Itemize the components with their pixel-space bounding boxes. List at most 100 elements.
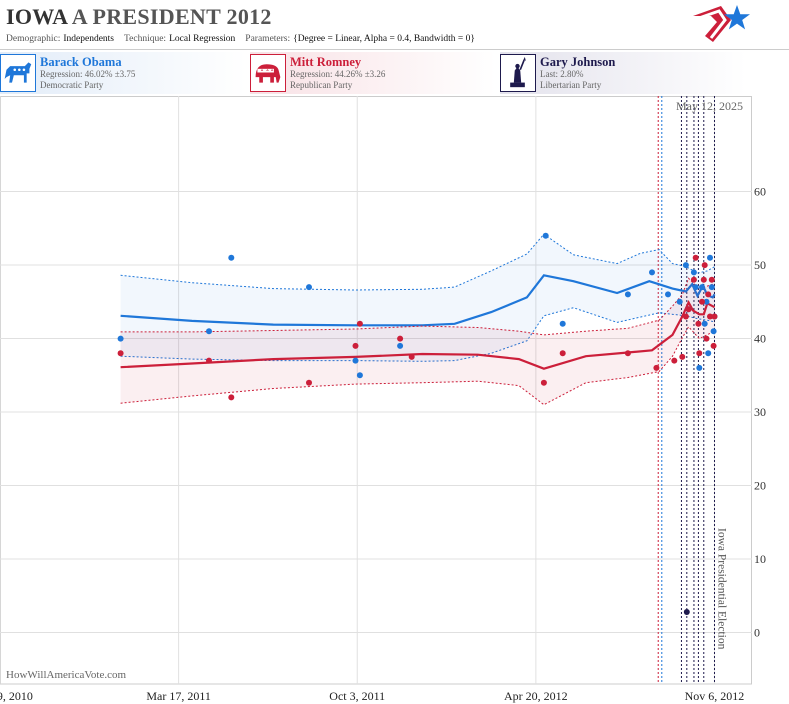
candidate-stat: Regression: 44.26% ±3.26 [290, 69, 386, 79]
poll-point [356, 320, 363, 327]
poll-point [699, 284, 705, 291]
title-race: A PRESIDENT [71, 4, 221, 29]
poll-point [624, 350, 631, 357]
poll-point [695, 320, 702, 327]
upper-bound-line [120, 233, 715, 291]
flag-star-logo-icon [693, 5, 750, 42]
x-tick-label: Oct 3, 2011 [329, 689, 385, 703]
poll-point [352, 342, 359, 349]
donkey-icon [0, 54, 36, 92]
x-tick-label: Nov 6, 2012 [685, 689, 745, 703]
poll-chart: 0 10 20 30 40 50 60 Aug 29, 2010 Mar 17, 2011 Oct… [0, 96, 766, 703]
lower-bound-line [120, 307, 715, 362]
candidate-party: Republican Party [290, 80, 353, 90]
candidate-name: Gary Johnson [540, 55, 616, 69]
poll-point [356, 372, 363, 379]
candidate-stat: Last: 2.80% [540, 69, 584, 79]
title-state: IOWA [6, 4, 68, 29]
y-tick-label: 30 [754, 405, 766, 419]
candidate-legend: Barack Obama Regression: 46.02% ±3.75 Demo… [0, 52, 789, 94]
x-tick-label: Aug 29, 2010 [0, 689, 33, 703]
y-tick-label: 50 [754, 258, 766, 272]
poll-point [685, 306, 692, 313]
y-tick-label: 10 [754, 552, 766, 566]
param-key: Technique: [124, 34, 167, 44]
poll-point [692, 284, 699, 291]
poll-point [710, 342, 717, 349]
x-tick-label: Apr 20, 2012 [504, 689, 568, 703]
poll-point [559, 350, 566, 357]
poll-point [692, 254, 699, 261]
header: IOWA A PRESIDENT 2012 Demographic: Indepe… [0, 0, 789, 50]
candidate-card: Mitt Romney Regression: 44.26% ±3.26 Repub… [250, 52, 496, 94]
poll-point [306, 284, 312, 291]
poll-point [542, 232, 549, 239]
poll-point [683, 609, 690, 615]
poll-point [676, 298, 683, 305]
poll-point [540, 379, 547, 386]
poll-point [696, 350, 703, 357]
poll-point [352, 357, 359, 364]
upper-bound-line [120, 277, 715, 336]
plot-frame [0, 96, 752, 685]
candidate-party: Libertarian Party [540, 80, 602, 90]
candidate-card: Gary Johnson Last: 2.80% Libertarian Party [500, 52, 746, 94]
poll-point [671, 357, 678, 364]
poll-point [705, 291, 712, 298]
poll-point [228, 394, 235, 401]
poll-point [696, 364, 703, 371]
title-year: 2012 [226, 4, 272, 29]
poll-point [397, 335, 404, 342]
poll-point [682, 262, 689, 269]
poll-point [679, 353, 686, 360]
y-tick-label: 40 [754, 332, 766, 346]
y-tick-label: 60 [754, 185, 766, 199]
poll-point [682, 313, 689, 320]
candidate-name: Barack Obama [40, 55, 122, 69]
poll-point [708, 276, 715, 283]
poll-point [653, 364, 660, 371]
event-annotation: Iowa Presidential Election [715, 528, 727, 650]
param-key: Parameters: [245, 34, 291, 44]
poll-point [705, 350, 712, 357]
poll-point [408, 353, 415, 360]
poll-point [665, 291, 671, 298]
candidate-card: Barack Obama Regression: 46.02% ±3.75 Demo… [0, 52, 246, 94]
poll-point [397, 342, 404, 349]
poll-point [707, 254, 713, 261]
liberty-statue-icon [500, 54, 536, 92]
poll-point [708, 284, 715, 291]
poll-point [690, 269, 697, 276]
poll-point [701, 262, 708, 269]
poll-point [703, 335, 710, 342]
poll-point [206, 328, 212, 335]
parameters-line: Demographic: Independents Technique: Local … [6, 34, 485, 44]
chart-area: 0 10 20 30 40 50 60 Aug 29, 2010 Mar 17, 2011 Oct… [0, 96, 789, 704]
param-value: Independents [63, 34, 114, 44]
param-key: Demographic: [6, 34, 61, 44]
poll-point [117, 335, 124, 342]
x-tick-label: Mar 17, 2011 [146, 689, 211, 703]
poll-point [700, 276, 707, 283]
candidate-party: Democratic Party [40, 80, 104, 90]
poll-point [707, 313, 713, 320]
poll-point [703, 298, 710, 305]
poll-point [624, 291, 631, 298]
elephant-icon [250, 54, 286, 92]
y-tick-label: 20 [754, 479, 766, 493]
candidate-stat: Regression: 46.02% ±3.75 [40, 69, 136, 79]
poll-point [206, 357, 212, 364]
site-credit: HowWillAmericaVote.com [6, 669, 126, 681]
poll-point [306, 379, 312, 386]
poll-point [699, 298, 705, 305]
param-value: {Degree = Linear, Alpha = 0.4, Bandwidth… [293, 34, 475, 44]
page-title: IOWA A PRESIDENT 2012 [6, 4, 272, 30]
poll-point [117, 350, 124, 357]
poll-point [228, 254, 235, 261]
candidate-name: Mitt Romney [290, 55, 362, 69]
date-annotation: May 12, 2025 [676, 99, 743, 113]
poll-point [701, 320, 708, 327]
poll-point [710, 328, 717, 335]
param-value: Local Regression [169, 34, 236, 44]
poll-point [690, 276, 697, 283]
